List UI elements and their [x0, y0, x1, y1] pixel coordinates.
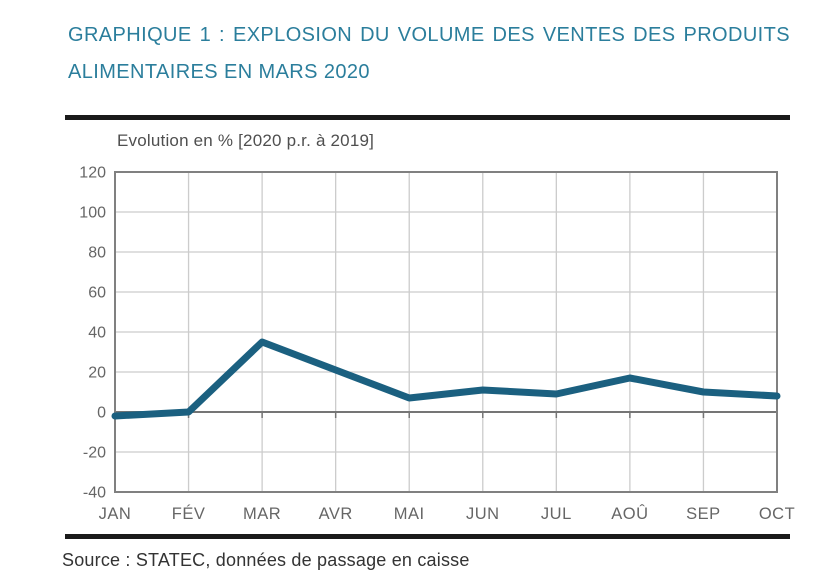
x-tick-label: JAN: [99, 505, 132, 523]
x-tick-label: MAR: [243, 505, 281, 523]
y-tick-label: -20: [83, 445, 106, 462]
x-tick-label: JUN: [466, 505, 500, 523]
top-rule: [65, 115, 790, 120]
bottom-rule: [65, 534, 790, 539]
line-chart: 120 100 80 60 40 20 0 -20 -40 JAN FÉV MAR AVR MAI JUN J…: [79, 165, 795, 524]
x-tick-label: MAI: [394, 505, 425, 523]
plot-border: [114, 171, 778, 493]
x-tick-label: AOÛ: [611, 504, 648, 523]
chart-heading-line1: GRAPHIQUE 1 : EXPLOSION DU VOLUME DES VE…: [68, 24, 790, 46]
chart-heading: GRAPHIQUE 1 : EXPLOSION DU VOLUME DES VE…: [68, 17, 790, 91]
source-note: Source : STATEC, données de passage en c…: [62, 550, 470, 570]
y-tick-label: 0: [97, 405, 106, 422]
y-tick-label: 40: [88, 325, 106, 342]
y-tick-label: 20: [88, 365, 106, 382]
chart-heading-line2: ALIMENTAIRES EN MARS 2020: [68, 61, 370, 83]
x-tick-label: FÉV: [172, 504, 206, 523]
series-line: [111, 338, 781, 420]
chart-subtitle: Evolution en % [2020 p.r. à 2019]: [117, 131, 375, 150]
y-tick-label: 80: [88, 245, 106, 262]
y-tick-label: 100: [79, 205, 106, 222]
x-tick-label: JUL: [541, 505, 572, 523]
y-tick-label: 120: [79, 165, 106, 182]
y-tick-label: -40: [83, 485, 106, 502]
y-tick-label: 60: [88, 285, 106, 302]
x-tick-label: SEP: [686, 505, 721, 523]
x-tick-label: AVR: [319, 505, 353, 523]
x-tick-label: OCT: [759, 505, 795, 523]
